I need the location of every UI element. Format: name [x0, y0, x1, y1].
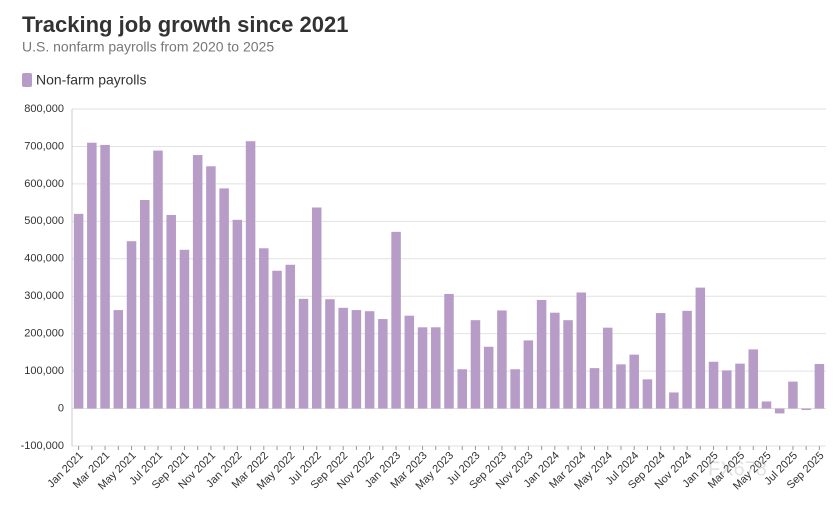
- bar: [232, 219, 243, 409]
- y-tick-label: 100,000: [24, 365, 64, 377]
- bar: [378, 319, 388, 409]
- bar: [179, 249, 190, 409]
- chart-title: Tracking job growth since 2021: [22, 12, 348, 37]
- bar: [748, 349, 759, 409]
- bar: [576, 292, 587, 409]
- bar: [788, 381, 798, 409]
- bar: [311, 207, 322, 409]
- bar: [126, 241, 137, 409]
- bar: [192, 155, 203, 409]
- bar: [589, 368, 600, 409]
- bar: [616, 364, 626, 409]
- bar: [73, 213, 84, 409]
- bar: [483, 346, 494, 409]
- bar: [285, 264, 296, 409]
- y-tick-label: 800,000: [24, 103, 64, 115]
- bar: [153, 150, 163, 409]
- bar: [510, 369, 520, 409]
- y-tick-label: 600,000: [24, 178, 64, 190]
- bar: [444, 293, 454, 409]
- bar: [629, 354, 639, 409]
- bar: [166, 214, 176, 409]
- bar: [602, 327, 613, 409]
- legend-label: Non-farm payrolls: [36, 72, 146, 88]
- bar: [655, 313, 666, 409]
- bar: [695, 287, 706, 409]
- bar: [457, 369, 467, 409]
- bar: [206, 166, 216, 409]
- bar: [219, 188, 229, 409]
- bar: [139, 199, 150, 409]
- legend-swatch: [22, 73, 32, 87]
- bar: [735, 363, 745, 409]
- bar: [245, 141, 256, 409]
- chart-subtitle: U.S. nonfarm payrolls from 2020 to 2025: [22, 39, 274, 55]
- bar: [298, 298, 309, 409]
- bar: [550, 312, 560, 409]
- bar: [669, 392, 679, 409]
- y-tick-label: -100,000: [21, 440, 64, 452]
- y-tick-label: 700,000: [24, 140, 64, 152]
- bar: [708, 361, 719, 409]
- bar: [391, 231, 401, 409]
- bar: [113, 310, 124, 409]
- bar: [814, 363, 825, 409]
- y-tick-label: 200,000: [24, 328, 64, 340]
- bar: [774, 408, 785, 414]
- bar: [272, 270, 282, 409]
- bar: [563, 320, 573, 409]
- bar: [338, 307, 348, 409]
- bar: [497, 310, 507, 409]
- bar: [470, 320, 481, 409]
- bar: [523, 340, 534, 409]
- bar: [417, 327, 428, 409]
- bar: [722, 370, 732, 409]
- bar: [351, 310, 362, 409]
- y-tick-label: 300,000: [24, 290, 64, 302]
- bar: [682, 310, 692, 409]
- y-tick-label: 0: [58, 402, 64, 414]
- bar: [100, 144, 110, 409]
- bar: [259, 248, 269, 409]
- bar: [325, 299, 335, 409]
- bar: [642, 379, 653, 409]
- bar: [431, 327, 441, 409]
- y-tick-label: 400,000: [24, 253, 64, 265]
- bar: [87, 142, 97, 409]
- bar: [364, 311, 375, 409]
- bar: [761, 401, 772, 409]
- y-tick-label: 500,000: [24, 215, 64, 227]
- watermark: FX678: [708, 458, 767, 480]
- bar: [801, 408, 811, 411]
- bar: [536, 299, 547, 409]
- bar: [404, 315, 415, 409]
